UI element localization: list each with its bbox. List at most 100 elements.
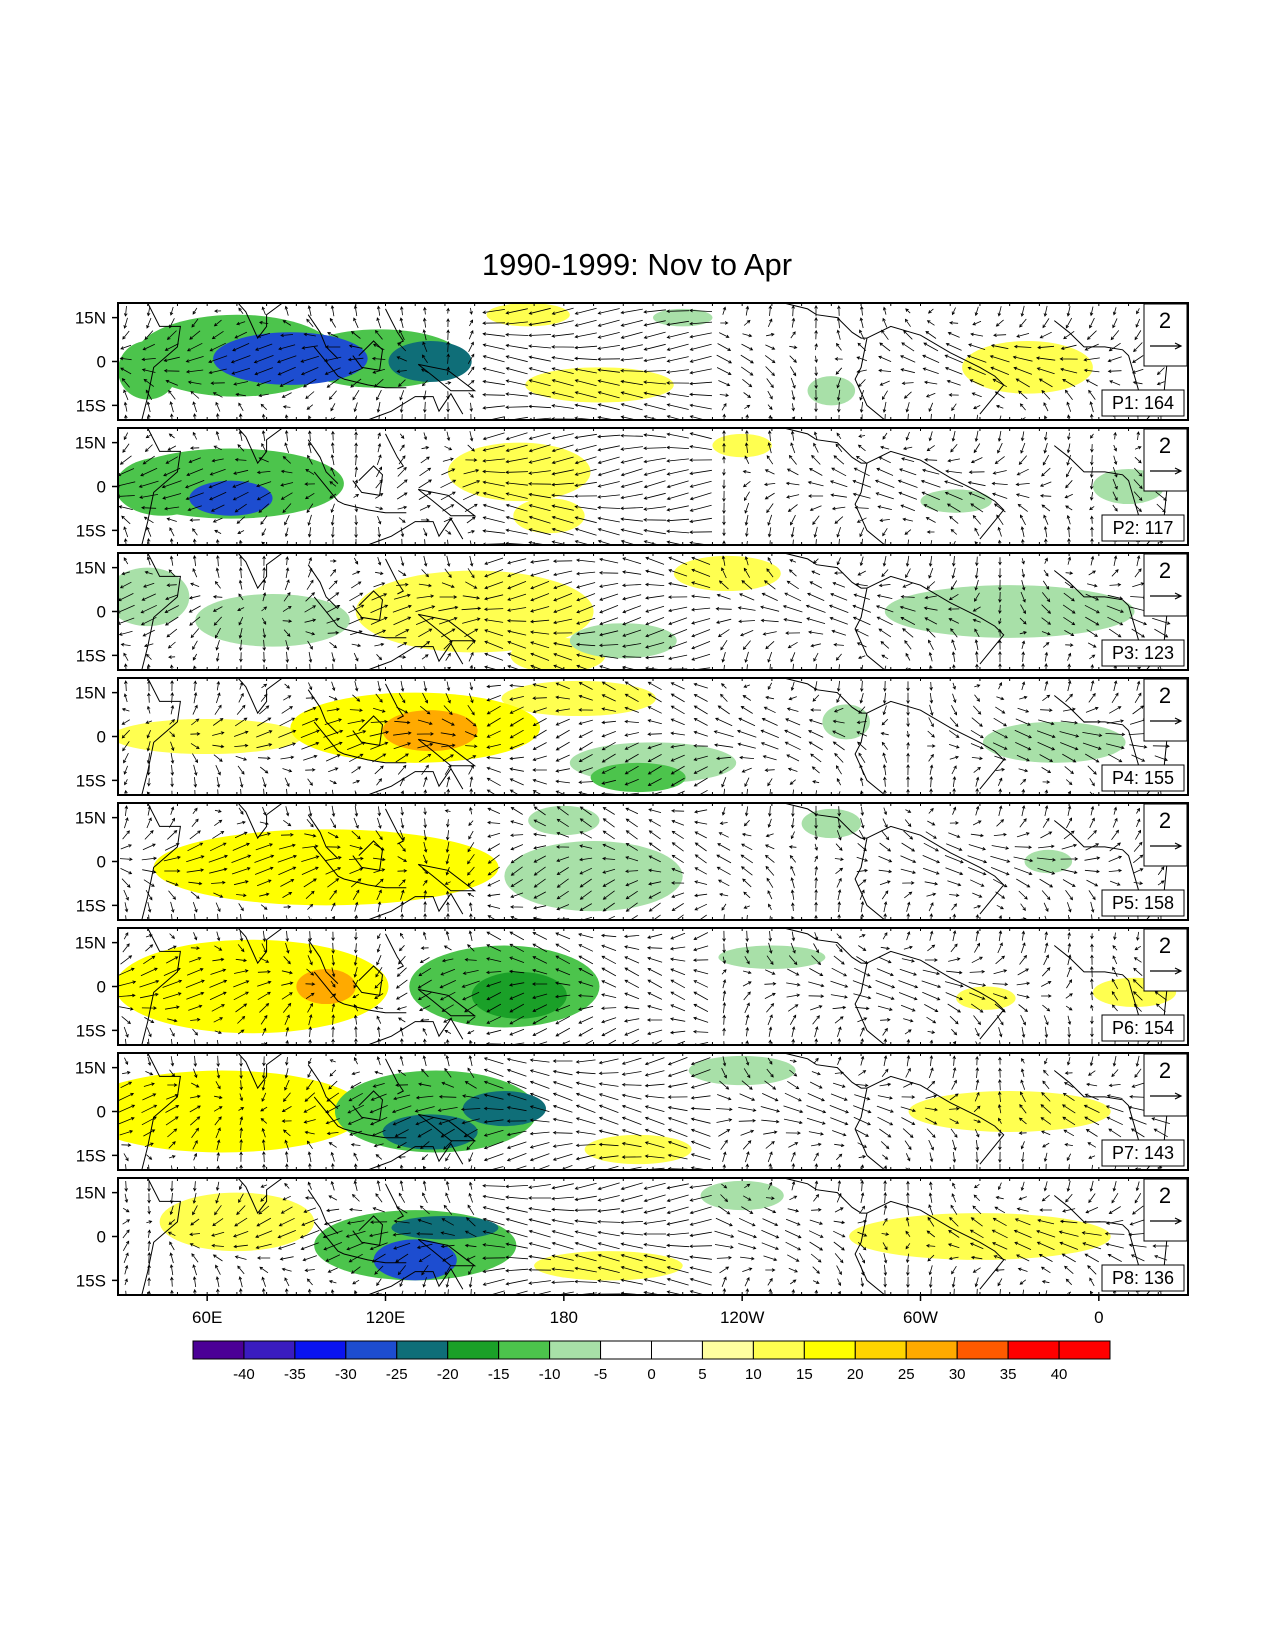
anomaly-blob [513, 498, 585, 534]
coastline [313, 846, 345, 880]
colorbar-label: -15 [488, 1366, 510, 1383]
vector-field [119, 805, 1165, 920]
anomaly-blob [118, 718, 303, 755]
anomaly-blob [159, 1192, 315, 1252]
y-tick-label: 0 [97, 853, 106, 872]
reference-vector-label: 2 [1159, 308, 1171, 333]
panel-5: 15N 0 15S 2 P5: 158 [75, 802, 1189, 921]
x-tick-label: 120E [366, 1308, 406, 1327]
coastline [1053, 570, 1141, 647]
reference-vector-arrow [1150, 342, 1183, 350]
anomaly-blob [920, 489, 992, 513]
panel-label: P5: 158 [1112, 893, 1174, 913]
anomaly-blob [382, 710, 478, 752]
colorbar-label: -30 [335, 1366, 357, 1383]
x-tick-label: 120W [720, 1308, 764, 1327]
colorbar-box [752, 1340, 805, 1360]
colorbar-box [345, 1340, 398, 1360]
colorbar-box [447, 1340, 500, 1360]
coastline [307, 689, 339, 734]
anomaly-shading [118, 680, 1126, 793]
coastline [352, 715, 384, 746]
coastline [866, 950, 1005, 1040]
coastline [783, 1178, 867, 1214]
panel-label-box [1101, 639, 1185, 667]
y-tick-label: 15N [75, 934, 106, 953]
panel-3: 15N 0 15S 2 P3: 123 [75, 552, 1189, 671]
coastline [866, 325, 1005, 415]
y-tick-label: 15S [76, 1021, 106, 1040]
reference-vector-arrow [1150, 592, 1183, 600]
coastline [854, 1213, 886, 1295]
coastline [307, 1064, 339, 1109]
vector-field [118, 429, 1168, 545]
colorbar-label: -40 [233, 1366, 255, 1383]
panel-label-box [1101, 389, 1185, 417]
coastline [343, 1128, 407, 1139]
colorbar-box [854, 1340, 907, 1360]
coastline [417, 1113, 477, 1142]
anomaly-blob [213, 332, 368, 385]
coastline [385, 933, 405, 970]
y-tick-label: 15S [76, 1146, 106, 1165]
reference-vector-label: 2 [1159, 808, 1171, 833]
y-tick-label: 15N [75, 559, 106, 578]
coastline [417, 613, 477, 642]
coastline [352, 1215, 384, 1246]
coastline [313, 971, 345, 1005]
coastline [417, 363, 477, 392]
vector-field [118, 1054, 1171, 1170]
reference-vector-box [1143, 678, 1188, 742]
y-tick-label: 0 [97, 1103, 106, 1122]
x-tick-label: 60E [192, 1308, 222, 1327]
reference-vector-label: 2 [1159, 433, 1171, 458]
anomaly-blob [118, 567, 190, 627]
colorbar-box [243, 1340, 296, 1360]
coastline [141, 928, 181, 1045]
anomaly-blob [153, 829, 499, 906]
figure-title: 1990-1999: Nov to Apr [482, 247, 792, 282]
anomaly-blob [982, 721, 1126, 763]
coastline [352, 1090, 384, 1121]
coastline [367, 392, 464, 420]
anomaly-blob [718, 945, 826, 969]
coastline [417, 988, 477, 1017]
coastline [313, 596, 345, 630]
anomaly-blob [388, 341, 472, 382]
coastline [201, 928, 303, 965]
colorbar-box [905, 1340, 958, 1360]
colorbar-box [294, 1340, 347, 1360]
wind-vectors [121, 679, 1171, 795]
coastline [783, 303, 867, 339]
coastline [854, 713, 886, 795]
coastline [385, 433, 405, 470]
coastline [367, 1267, 464, 1295]
anomaly-blob [712, 433, 772, 458]
anomaly-blob [956, 986, 1016, 1010]
panel-8: 15N 0 15S 2 P8: 136 [75, 1177, 1189, 1296]
wind-vectors [118, 1054, 1171, 1170]
coastline [141, 303, 181, 420]
wind-vectors [122, 1179, 1170, 1295]
reference-vector-arrow [1150, 842, 1183, 850]
coastline [1053, 945, 1141, 1022]
x-tick-label: 0 [1094, 1308, 1103, 1327]
coastlines [141, 303, 1188, 420]
reference-vector-label: 2 [1159, 1183, 1171, 1208]
anomaly-blob [822, 704, 870, 740]
colorbar-label: 30 [949, 1366, 966, 1383]
anomaly-blob [590, 762, 686, 793]
coastline [201, 553, 303, 590]
coastline [307, 564, 339, 609]
coastline [783, 678, 867, 714]
colorbar-box [651, 1340, 703, 1360]
y-tick-label: 15N [75, 434, 106, 453]
colorbar-box [396, 1340, 449, 1360]
coastline [385, 558, 405, 595]
coastline [367, 1142, 464, 1170]
x-tick-label: 180 [550, 1308, 578, 1327]
panel-label: P7: 143 [1112, 1143, 1174, 1163]
coastline [417, 1238, 477, 1267]
coastline [1053, 445, 1141, 522]
panel-label-box [1101, 514, 1185, 542]
